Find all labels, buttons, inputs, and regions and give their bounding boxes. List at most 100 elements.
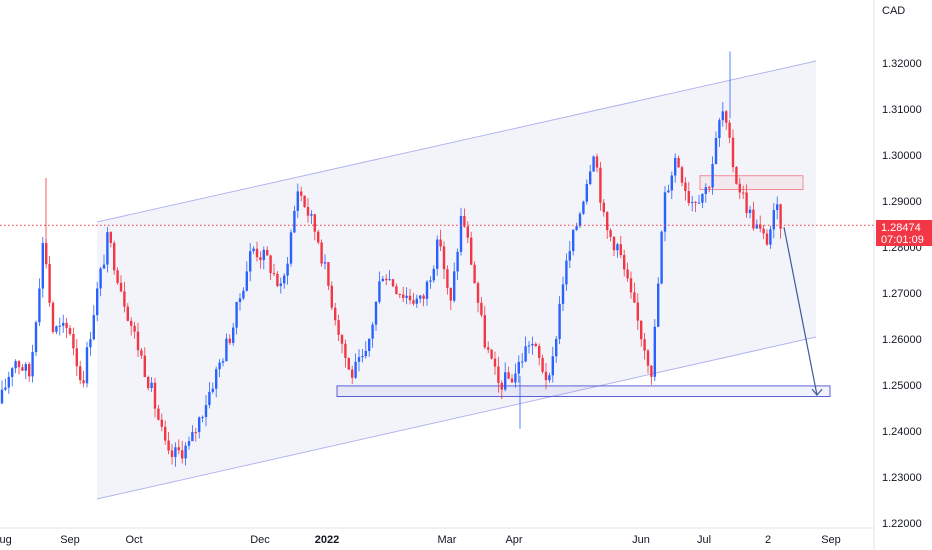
candle [694, 201, 697, 213]
candle [55, 325, 58, 335]
candle [425, 280, 429, 306]
candle [735, 166, 738, 185]
candle [432, 265, 435, 283]
candle [636, 293, 639, 331]
candle [626, 262, 629, 282]
candle [58, 317, 61, 336]
candle [585, 179, 588, 205]
candle [276, 271, 279, 288]
candle [296, 183, 299, 218]
candle [714, 131, 718, 165]
candle [330, 281, 333, 311]
candle [130, 317, 133, 336]
candle [7, 371, 10, 394]
candle [31, 344, 34, 383]
candle [456, 248, 459, 281]
candle [191, 425, 194, 442]
candle [174, 442, 177, 467]
time-tick-label: Mar [438, 534, 457, 546]
candle [691, 195, 694, 212]
support-zone[interactable] [336, 385, 831, 398]
candle [28, 362, 31, 382]
candle [96, 281, 99, 322]
price-zones [336, 175, 831, 398]
candle [0, 380, 4, 405]
price-axis[interactable]: 1.320001.310001.300001.290001.280001.270… [873, 0, 922, 550]
time-tick-label: Apr [505, 534, 522, 546]
candle [398, 293, 401, 299]
channel-upper-line[interactable] [96, 60, 817, 223]
candle [201, 415, 204, 423]
candle [364, 341, 367, 359]
candle [555, 336, 558, 363]
time-axis[interactable]: Aug Sep Oct Dec 2022 Mar Apr Jun Jul 2 Sep [0, 527, 874, 546]
candle [221, 358, 225, 367]
candle [89, 331, 92, 356]
candle [72, 327, 75, 356]
candle [24, 362, 27, 380]
time-tick-label: Dec [250, 534, 270, 546]
candle [466, 221, 469, 244]
candle [181, 440, 184, 464]
candle [354, 353, 357, 379]
candle [415, 294, 418, 308]
projection-arrow[interactable] [783, 227, 818, 396]
candle [235, 301, 238, 335]
candle [208, 381, 211, 409]
candle [245, 261, 248, 292]
channel-lower-line[interactable] [96, 336, 817, 500]
candle [269, 254, 272, 280]
candle [405, 287, 408, 305]
candle [731, 129, 735, 173]
candle [225, 333, 228, 362]
candle [136, 322, 140, 358]
candle [102, 254, 106, 269]
candle [283, 273, 286, 289]
candle [473, 261, 476, 284]
candle [85, 341, 89, 388]
candle [687, 181, 690, 207]
price-tick-label: 1.26000 [882, 334, 922, 346]
candle [293, 205, 296, 234]
candle [116, 267, 119, 285]
candle [544, 362, 548, 390]
candle [718, 117, 721, 147]
candle [272, 263, 276, 277]
candle [357, 349, 361, 372]
candle [470, 231, 473, 266]
candle [14, 359, 17, 374]
candle [344, 339, 347, 368]
candle [147, 375, 150, 391]
candle [517, 355, 520, 383]
candle [218, 359, 221, 378]
candle [228, 334, 231, 345]
candle [99, 266, 102, 297]
candle [317, 229, 320, 245]
price-tick-label: 1.30000 [882, 150, 922, 162]
time-tick-label: 2022 [315, 534, 339, 546]
overlays [0, 224, 874, 397]
candle [572, 229, 575, 256]
candle [126, 303, 129, 322]
candle [170, 443, 174, 465]
candle [184, 442, 187, 466]
candle [759, 215, 762, 233]
candle [619, 235, 622, 259]
candle [262, 246, 265, 270]
candle [606, 211, 609, 239]
candle [17, 360, 21, 375]
candle [34, 320, 38, 357]
candle [599, 162, 602, 211]
candle [595, 153, 599, 173]
candle [211, 382, 214, 394]
resistance-zone[interactable] [699, 175, 804, 190]
candle [92, 305, 95, 341]
candle [640, 320, 643, 347]
candle [79, 360, 82, 385]
candle [670, 171, 673, 200]
candle [592, 155, 595, 172]
candle [534, 342, 537, 348]
candle [704, 183, 707, 203]
price-tick-label: 1.24000 [882, 426, 922, 438]
